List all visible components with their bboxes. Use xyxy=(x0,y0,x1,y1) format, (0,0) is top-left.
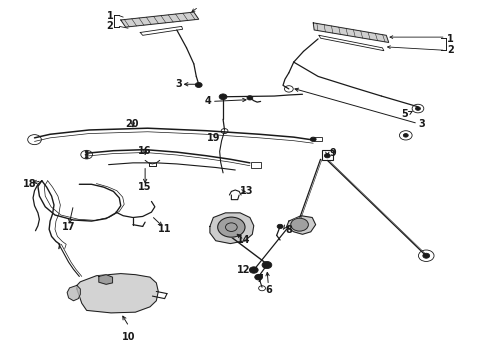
Circle shape xyxy=(85,151,88,153)
Text: 20: 20 xyxy=(125,118,139,129)
Circle shape xyxy=(403,134,408,137)
Circle shape xyxy=(324,154,330,158)
Polygon shape xyxy=(121,12,199,27)
Text: 11: 11 xyxy=(158,224,172,234)
Text: 13: 13 xyxy=(240,186,254,197)
Polygon shape xyxy=(313,23,389,42)
Text: 1: 1 xyxy=(107,11,114,21)
Text: 2: 2 xyxy=(107,21,114,31)
Circle shape xyxy=(291,218,308,231)
Text: 3: 3 xyxy=(418,118,425,129)
Bar xyxy=(251,162,261,168)
Polygon shape xyxy=(99,275,113,284)
Text: 5: 5 xyxy=(401,109,408,119)
Text: 10: 10 xyxy=(122,332,136,342)
Text: 7: 7 xyxy=(256,274,263,284)
Text: 1: 1 xyxy=(447,34,454,44)
Text: 6: 6 xyxy=(265,285,272,295)
Text: 12: 12 xyxy=(237,265,251,275)
Circle shape xyxy=(85,154,88,156)
Text: 14: 14 xyxy=(237,235,251,245)
Bar xyxy=(322,150,333,160)
Circle shape xyxy=(85,157,88,158)
Circle shape xyxy=(416,107,420,111)
Text: 8: 8 xyxy=(285,225,292,235)
Text: 16: 16 xyxy=(138,146,152,156)
Circle shape xyxy=(249,267,258,273)
Polygon shape xyxy=(210,213,254,244)
Text: 18: 18 xyxy=(23,179,36,189)
Text: 3: 3 xyxy=(176,78,183,89)
Text: 2: 2 xyxy=(447,45,454,55)
Polygon shape xyxy=(77,274,158,313)
Circle shape xyxy=(262,261,272,269)
Polygon shape xyxy=(67,285,80,301)
Polygon shape xyxy=(287,216,316,234)
Circle shape xyxy=(310,137,316,141)
Text: 9: 9 xyxy=(329,148,336,158)
Text: 4: 4 xyxy=(204,96,211,107)
Circle shape xyxy=(277,224,283,229)
Circle shape xyxy=(196,82,202,87)
Text: 17: 17 xyxy=(62,222,75,232)
Bar xyxy=(314,137,322,141)
Text: 19: 19 xyxy=(207,133,220,143)
Circle shape xyxy=(218,217,245,237)
Circle shape xyxy=(247,96,253,100)
Circle shape xyxy=(423,253,430,258)
Text: 15: 15 xyxy=(138,182,152,192)
Circle shape xyxy=(219,94,227,100)
Circle shape xyxy=(255,274,263,280)
